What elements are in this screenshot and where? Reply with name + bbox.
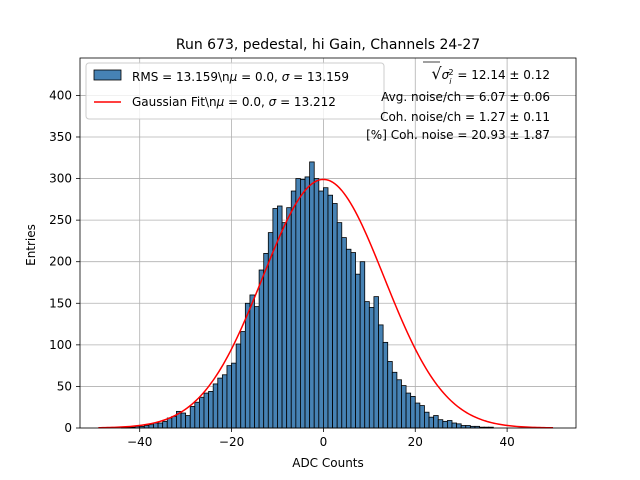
histogram-bar [189,405,196,429]
histogram-bar [304,176,311,429]
histogram-bar [162,420,168,429]
histogram-bar [235,343,242,429]
histogram-bar [405,392,412,429]
plot-frame [79,57,577,429]
histogram-bar [442,420,448,429]
histogram-bar [364,301,370,429]
y-tick-label: 100 [49,338,72,352]
plot-area: −40 −20 0 20 40 0 50 100 150 200 250 300 350 400 [49,57,577,449]
histogram-bar [433,415,439,429]
histogram-bar [373,296,379,429]
histogram-bar [199,396,205,429]
histogram-bar [244,302,251,429]
histogram-bar [359,261,366,429]
histogram-bar [157,422,164,429]
histogram-bar [336,222,343,429]
histogram-bar [387,361,393,429]
histogram-bar [345,248,352,429]
stats-annotation: √σi2 = 12.14 ± 0.12 Avg. noise/ch = 6.07… [366,61,550,142]
x-tick-label: 0 [320,435,328,449]
histogram-bar [451,422,457,429]
histogram-bar [171,415,177,429]
histogram-bar [350,252,356,429]
histogram-bar [254,306,260,429]
y-tick-label: 50 [57,379,72,393]
y-tick-label: 0 [64,421,72,435]
legend-fit-label: Gaussian Fit\nμ = 0.0, σ = 13.212 [132,95,336,109]
stat-sigma-line: √σi2 = 12.14 ± 0.12 [431,64,550,86]
histogram-bar [391,371,398,429]
histogram-bar [382,341,389,429]
histogram-bar [194,401,200,429]
histogram-bars [120,161,494,429]
histogram-bar [180,412,187,429]
histogram-bar [208,391,214,429]
histogram-bar [318,190,324,429]
legend: RMS = 13.159\nμ = 0.0, σ = 13.159 Gaussi… [85,62,385,120]
gaussian-fit-line [98,178,554,429]
y-axis-label: Entries [24,224,38,266]
histogram-bar [286,207,292,429]
histogram-bar [309,161,315,429]
histogram-bar [313,178,320,429]
histogram-bar [401,385,407,429]
histogram-bar [396,379,402,429]
legend-hist-label: RMS = 13.159\nμ = 0.0, σ = 13.159 [132,70,349,84]
histogram-bar [410,396,416,429]
x-axis-label: ADC Counts [292,456,364,470]
y-tick-label: 200 [49,255,72,269]
histogram-bar [231,362,237,429]
histogram-bar [419,405,425,429]
x-tick-label: −40 [127,435,152,449]
x-tick-label: −20 [219,435,244,449]
histogram-bar [437,419,444,429]
legend-hist-swatch [93,69,122,81]
histogram-bar [217,377,223,429]
histogram-bar [221,374,228,429]
histogram-bar [281,222,288,429]
stat-coh-noise: Coh. noise/ch = 1.27 ± 0.11 [380,110,550,124]
histogram-bar [323,187,329,429]
legend-box [85,62,385,120]
y-tick-label: 400 [49,88,72,102]
y-tick-label: 300 [49,172,72,186]
histogram-bar [148,424,154,429]
histogram-bar [428,416,435,429]
histogram-bar [332,203,338,429]
histogram-bar [424,411,430,429]
histogram-bar [185,415,191,429]
histogram-bar [295,178,301,429]
chart-title: Run 673, pedestal, hi Gain, Channels 24-… [176,37,480,53]
stat-avg-noise: Avg. noise/ch = 6.07 ± 0.06 [381,90,550,104]
histogram-bar [226,365,232,429]
histogram-bar [341,237,347,429]
histogram-bar [153,422,159,429]
histogram-bar [378,324,384,429]
histogram-bar [300,178,306,429]
x-tick-label: 40 [499,435,514,449]
histogram-bar [166,417,173,429]
histogram-bar [355,273,361,429]
histogram-bar [203,392,209,429]
histogram-bar [447,420,453,429]
histogram-bar [290,190,297,429]
histogram-bar [240,331,246,429]
histogram-bar [327,194,333,429]
histogram-bar [414,402,421,429]
histogram-bar [456,423,462,429]
x-tick-label: 20 [408,435,423,449]
y-axis-ticks: 0 50 100 150 200 250 300 350 400 [49,88,80,435]
y-tick-label: 250 [49,213,72,227]
histogram-bar [212,383,219,429]
stat-coh-noise-percent: [%] Coh. noise = 20.93 ± 1.87 [366,128,550,142]
y-tick-label: 150 [49,296,72,310]
histogram-bar [249,294,255,429]
x-axis-ticks: −40 −20 0 20 40 [127,428,515,449]
histogram-bar [258,269,265,429]
y-tick-label: 350 [49,130,72,144]
histogram-bar [368,307,375,429]
histogram-bar [263,252,269,429]
